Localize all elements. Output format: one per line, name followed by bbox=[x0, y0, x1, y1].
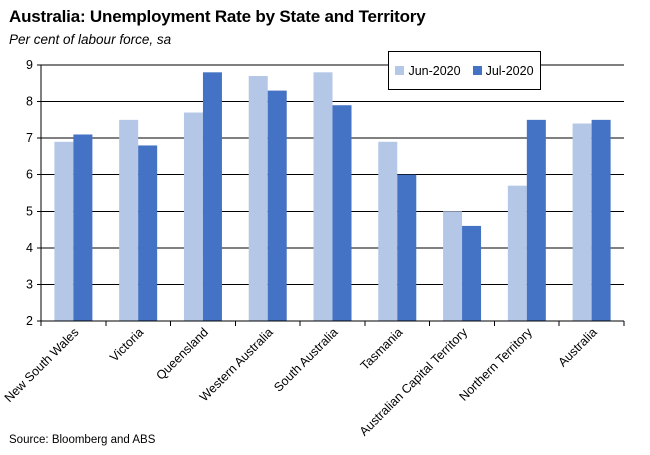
legend-label-jul: Jul-2020 bbox=[485, 63, 534, 78]
x-category-label: Australia bbox=[555, 325, 599, 369]
bar-jul-2020 bbox=[138, 145, 158, 321]
x-category-label: New South Wales bbox=[2, 325, 82, 405]
x-category-label: Queensland bbox=[153, 325, 211, 383]
bar-jul-2020 bbox=[267, 90, 287, 321]
bar-jun-2020 bbox=[313, 72, 333, 321]
bar-jun-2020 bbox=[507, 185, 527, 321]
bar-jun-2020 bbox=[183, 112, 203, 322]
bar-jul-2020 bbox=[462, 225, 482, 321]
chart-legend: Jun-2020 Jul-2020 bbox=[388, 51, 541, 90]
y-tick-label: 3 bbox=[26, 277, 33, 291]
bar-jun-2020 bbox=[443, 211, 463, 321]
x-category-label: Victoria bbox=[107, 325, 146, 364]
bar-jun-2020 bbox=[378, 141, 398, 321]
x-category-label: South Australia bbox=[271, 325, 340, 394]
bar-jul-2020 bbox=[332, 105, 352, 321]
x-category-label: Tasmania bbox=[358, 325, 406, 373]
legend-swatch-jun bbox=[395, 66, 405, 75]
legend-item-jul: Jul-2020 bbox=[472, 63, 534, 78]
x-category-label: Australian Capital Territory bbox=[357, 325, 471, 439]
y-tick-label: 9 bbox=[26, 58, 33, 72]
chart-title: Australia: Unemployment Rate by State an… bbox=[9, 7, 426, 26]
bar-jun-2020 bbox=[248, 75, 268, 321]
y-tick-label: 7 bbox=[26, 131, 33, 145]
bar-jul-2020 bbox=[397, 174, 417, 321]
bar-jul-2020 bbox=[73, 134, 93, 321]
y-tick-label: 6 bbox=[26, 168, 33, 182]
y-tick-label: 8 bbox=[26, 95, 33, 109]
bar-jun-2020 bbox=[119, 119, 139, 321]
chart-source: Source: Bloomberg and ABS bbox=[9, 434, 156, 446]
bar-jul-2020 bbox=[202, 72, 222, 321]
bar-jun-2020 bbox=[54, 141, 74, 321]
chart-subtitle: Per cent of labour force, sa bbox=[9, 32, 172, 47]
legend-label-jun: Jun-2020 bbox=[408, 63, 461, 78]
legend-item-jun: Jun-2020 bbox=[395, 63, 461, 78]
y-tick-label: 4 bbox=[26, 241, 33, 255]
y-tick-label: 2 bbox=[26, 314, 33, 328]
y-tick-label: 5 bbox=[26, 204, 33, 218]
legend-swatch-jul bbox=[472, 66, 482, 75]
bar-jul-2020 bbox=[591, 119, 611, 321]
bar-jul-2020 bbox=[526, 119, 546, 321]
bar-jun-2020 bbox=[572, 123, 592, 321]
